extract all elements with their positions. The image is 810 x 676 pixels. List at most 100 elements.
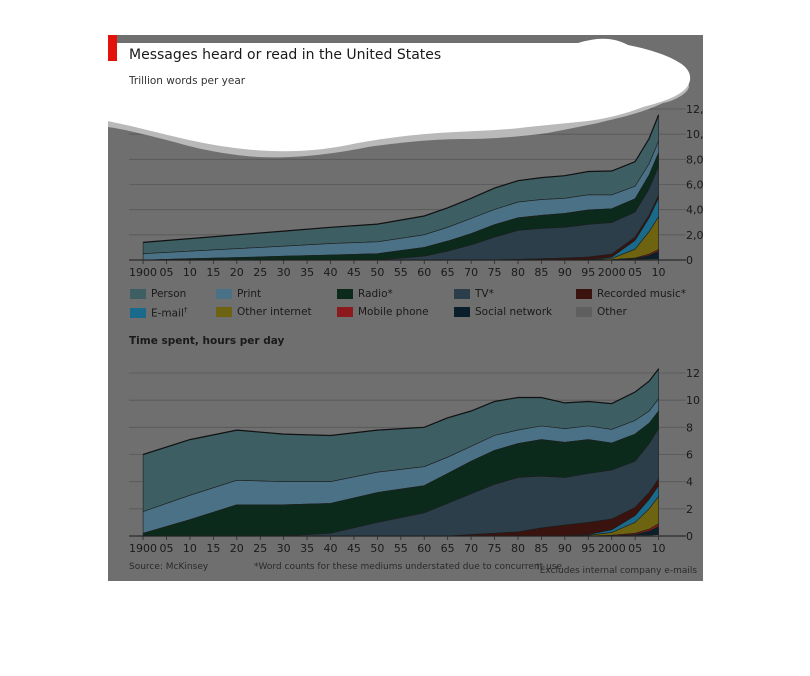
legend-swatch bbox=[337, 307, 353, 317]
y-tick-label-words: 10,000 bbox=[686, 128, 703, 141]
legend-swatch bbox=[216, 289, 232, 299]
legend-item-print: Print bbox=[216, 288, 261, 300]
legend-label: Social network bbox=[475, 306, 553, 318]
x-tick-label-words: 85 bbox=[534, 266, 548, 279]
x-tick-label-hours: 40 bbox=[324, 542, 338, 555]
x-tick-label-words: 55 bbox=[394, 266, 408, 279]
redaction-cloud bbox=[108, 38, 691, 158]
x-tick-label-hours: 35 bbox=[300, 542, 314, 555]
x-tick-label-hours: 05 bbox=[628, 542, 642, 555]
x-tick-label-hours: 45 bbox=[347, 542, 361, 555]
x-tick-label-hours: 10 bbox=[652, 542, 666, 555]
legend-swatch bbox=[454, 307, 470, 317]
legend-swatch bbox=[130, 307, 146, 318]
legend-label: TV* bbox=[475, 288, 494, 300]
legend-item-recorded-music: Recorded music* bbox=[576, 288, 686, 300]
x-tick-label-words: 70 bbox=[464, 266, 478, 279]
chart-legend: Person Print Radio* TV* Recorded music* … bbox=[130, 288, 686, 324]
x-tick-label-hours: 75 bbox=[488, 542, 502, 555]
legend-label-text: E-mail bbox=[151, 307, 184, 320]
legend-label: Radio* bbox=[358, 288, 393, 300]
footnote-concurrent-use: *Word counts for these mediums understat… bbox=[254, 562, 562, 572]
legend-swatch bbox=[130, 289, 146, 299]
footnote-email-text: Excludes internal company e-mails bbox=[539, 566, 698, 576]
legend-item-social-network: Social network bbox=[454, 306, 552, 318]
x-tick-label-words: 20 bbox=[230, 266, 244, 279]
brand-accent-bar bbox=[108, 35, 117, 61]
legend-item-other: Other bbox=[576, 306, 627, 318]
x-tick-label-hours: 15 bbox=[206, 542, 220, 555]
legend-label: Other internet bbox=[237, 306, 312, 318]
source-note: Source: McKinsey bbox=[129, 562, 209, 572]
x-tick-label-words: 45 bbox=[347, 266, 361, 279]
legend-item-person: Person bbox=[130, 288, 186, 300]
x-tick-label-hours: 50 bbox=[370, 542, 384, 555]
y-tick-label-words: 4,000 bbox=[686, 204, 703, 217]
x-tick-label-words: 35 bbox=[300, 266, 314, 279]
y-tick-label-words: 6,000 bbox=[686, 179, 703, 192]
legend-label: Recorded music* bbox=[597, 288, 687, 300]
y-tick-label-hours: 12 bbox=[686, 367, 700, 380]
x-tick-label-hours: 85 bbox=[534, 542, 548, 555]
legend-label: Print bbox=[237, 288, 262, 300]
legend-label: Mobile phone bbox=[358, 306, 429, 318]
x-tick-label-hours: 90 bbox=[558, 542, 572, 555]
legend-swatch bbox=[216, 307, 232, 317]
x-tick-label-words: 25 bbox=[253, 266, 267, 279]
x-tick-label-words: 15 bbox=[206, 266, 220, 279]
x-tick-label-words: 30 bbox=[277, 266, 291, 279]
y-tick-label-hours: 4 bbox=[686, 476, 693, 489]
area-words-other bbox=[143, 258, 659, 261]
y-tick-label-hours: 2 bbox=[686, 503, 693, 516]
legend-label: Other bbox=[597, 306, 627, 318]
x-tick-label-words: 2000 bbox=[598, 266, 626, 279]
x-tick-label-words: 10 bbox=[183, 266, 197, 279]
x-tick-label-words: 90 bbox=[558, 266, 572, 279]
legend-item-email: E-mail† bbox=[130, 306, 187, 320]
x-tick-label-hours: 10 bbox=[183, 542, 197, 555]
x-tick-label-hours: 20 bbox=[230, 542, 244, 555]
area-hours-other bbox=[143, 534, 659, 537]
page-title: Messages heard or read in the United Sta… bbox=[129, 47, 442, 63]
legend-swatch bbox=[337, 289, 353, 299]
legend-label-dagger: † bbox=[183, 306, 188, 314]
x-tick-label-words: 05 bbox=[159, 266, 173, 279]
y-tick-label-hours: 0 bbox=[686, 530, 693, 543]
y-tick-label-words: 0 bbox=[686, 254, 693, 267]
x-tick-label-words: 75 bbox=[488, 266, 502, 279]
x-tick-label-words: 05 bbox=[628, 266, 642, 279]
x-tick-label-hours: 1900 bbox=[129, 542, 157, 555]
x-tick-label-hours: 55 bbox=[394, 542, 408, 555]
y-tick-label-words: 2,000 bbox=[686, 229, 703, 242]
x-tick-label-words: 65 bbox=[441, 266, 455, 279]
legend-item-other-internet: Other internet bbox=[216, 306, 312, 318]
legend-swatch bbox=[576, 289, 592, 299]
legend-label: Person bbox=[151, 288, 187, 300]
y-tick-label-words: 12,000 bbox=[686, 103, 703, 116]
y-tick-label-words: 8,000 bbox=[686, 153, 703, 166]
panel-title-time-spent: Time spent, hours per day bbox=[129, 335, 285, 347]
stack-outline-hours bbox=[142, 368, 660, 456]
y-tick-label-hours: 6 bbox=[686, 449, 693, 462]
chart-figure: 02,0004,0006,0008,00010,00012,0001900051… bbox=[108, 35, 703, 581]
legend-item-tv: TV* bbox=[454, 288, 494, 300]
x-tick-label-words: 95 bbox=[581, 266, 595, 279]
y-tick-label-hours: 8 bbox=[686, 421, 693, 434]
footnote-email: †Excludes internal company e-mails bbox=[536, 562, 697, 576]
x-tick-label-words: 10 bbox=[652, 266, 666, 279]
y-tick-label-hours: 10 bbox=[686, 394, 700, 407]
x-tick-label-hours: 95 bbox=[581, 542, 595, 555]
x-tick-label-hours: 05 bbox=[159, 542, 173, 555]
x-tick-label-hours: 2000 bbox=[598, 542, 626, 555]
x-tick-label-words: 60 bbox=[417, 266, 431, 279]
page-subtitle: Trillion words per year bbox=[129, 75, 246, 87]
legend-item-mobile-phone: Mobile phone bbox=[337, 306, 429, 318]
x-tick-label-words: 50 bbox=[370, 266, 384, 279]
x-tick-label-words: 40 bbox=[324, 266, 338, 279]
stack-outline-words bbox=[143, 114, 660, 243]
footnote-dagger: † bbox=[536, 562, 540, 571]
legend-label: E-mail† bbox=[151, 306, 187, 320]
x-tick-label-hours: 80 bbox=[511, 542, 525, 555]
x-tick-label-hours: 70 bbox=[464, 542, 478, 555]
x-tick-label-hours: 65 bbox=[441, 542, 455, 555]
